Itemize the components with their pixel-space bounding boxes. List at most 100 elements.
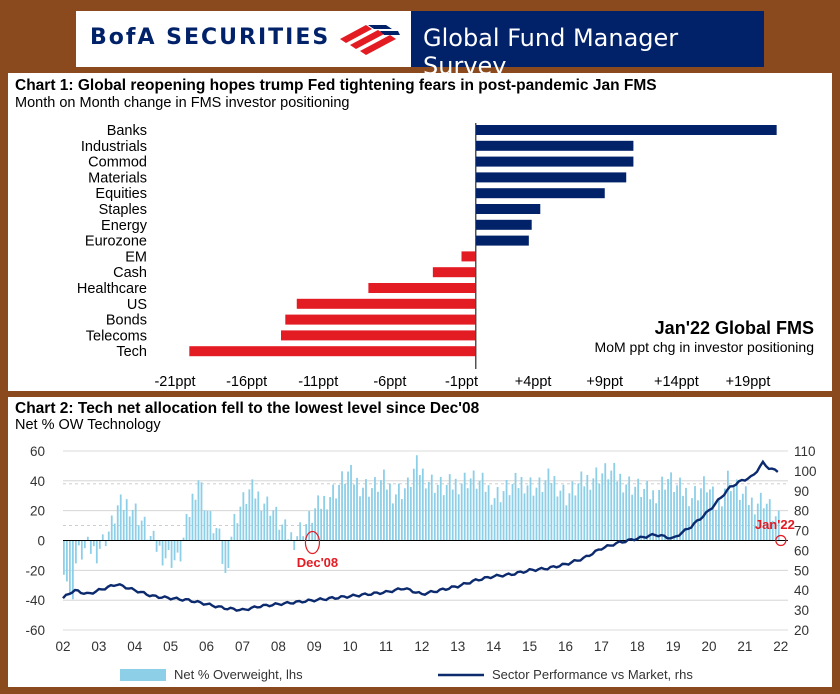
net-ow-bar <box>580 471 583 541</box>
category-label-equities: Equities <box>95 186 147 202</box>
category-label-energy: Energy <box>101 218 148 234</box>
net-ow-bar <box>365 479 367 541</box>
net-ow-bar <box>63 540 65 575</box>
net-ow-bar <box>215 528 218 541</box>
net-ow-bar <box>332 484 334 541</box>
net-ow-bar <box>386 489 388 541</box>
net-ow-bar <box>496 487 499 541</box>
right-axis-tick: 50 <box>794 563 809 578</box>
net-ow-bar <box>107 531 110 541</box>
net-ow-bar <box>242 492 245 541</box>
left-axis-tick: -40 <box>25 593 45 608</box>
category-label-healthcare: Healthcare <box>77 281 147 297</box>
net-ow-bar <box>101 534 104 541</box>
net-ow-bar <box>209 511 212 541</box>
net-ow-bar <box>487 485 490 541</box>
net-ow-bar <box>676 485 678 541</box>
net-ow-bar <box>643 489 646 541</box>
net-ow-bar <box>182 537 185 541</box>
net-ow-bar <box>380 480 382 541</box>
x-axis-tick: 22 <box>773 639 788 654</box>
net-ow-bar <box>221 540 224 564</box>
net-ow-bar <box>389 483 391 541</box>
net-ow-bar <box>155 540 158 552</box>
net-ow-bar <box>502 491 505 541</box>
category-label-commod: Commod <box>88 155 147 171</box>
chart1-title: Chart 1: Global reopening hopes trump Fe… <box>15 77 657 94</box>
net-ow-bar <box>616 481 619 541</box>
net-ow-bar <box>113 523 116 541</box>
net-ow-bar <box>436 484 439 541</box>
net-ow-bar <box>469 478 472 541</box>
net-ow-bar <box>415 455 418 541</box>
net-ow-bar <box>230 536 233 541</box>
net-ow-bar <box>89 540 92 554</box>
net-ow-bar <box>239 506 242 541</box>
net-ow-bar <box>397 483 400 541</box>
net-ow-bar <box>65 540 68 582</box>
bar-banks <box>475 125 777 135</box>
net-ow-bar <box>170 540 173 568</box>
net-ow-bar <box>478 480 481 541</box>
net-ow-bar <box>356 477 358 541</box>
net-ow-bar <box>418 475 421 541</box>
net-ow-bar <box>511 484 514 541</box>
net-ow-bar <box>583 486 586 541</box>
net-ow-bar <box>140 520 143 541</box>
net-ow-bar <box>553 476 556 541</box>
bar-energy <box>475 219 532 230</box>
x-axis-tick: 13 <box>450 639 465 654</box>
annotation-title: Jan'22 Global FMS <box>655 318 814 338</box>
net-ow-bar <box>685 487 687 541</box>
survey-box: Global Fund Manager Survey <box>411 11 764 80</box>
legend-line-label: Sector Performance vs Market, rhs <box>492 667 693 682</box>
net-ow-bar <box>703 476 705 541</box>
net-ow-bar <box>227 540 230 568</box>
category-label-eurozone: Eurozone <box>85 234 147 250</box>
net-ow-bar <box>173 540 176 561</box>
left-axis-tick: 60 <box>30 444 45 459</box>
category-label-telecoms: Telecoms <box>86 328 147 344</box>
net-ow-bar <box>152 530 155 541</box>
net-ow-bar <box>430 474 433 541</box>
net-ow-bar <box>538 477 541 541</box>
net-ow-bar <box>475 488 478 541</box>
net-ow-bar <box>723 488 726 541</box>
net-ow-bar <box>571 481 574 541</box>
net-ow-bar <box>700 488 702 541</box>
net-ow-bar <box>667 479 669 541</box>
x-tick-label: +9ppt <box>586 374 623 390</box>
net-ow-bar <box>427 481 430 541</box>
right-axis-tick: 60 <box>794 543 809 558</box>
x-tick-label: +4ppt <box>515 374 552 390</box>
net-ow-bar <box>625 484 628 541</box>
net-ow-bar <box>610 470 613 541</box>
net-ow-bar <box>640 497 643 541</box>
net-ow-bar <box>463 472 466 541</box>
net-ow-bar <box>260 510 263 541</box>
net-ow-bar <box>308 511 311 541</box>
net-ow-bar <box>71 540 74 600</box>
net-ow-bar <box>341 471 343 541</box>
net-ow-bar <box>744 486 747 541</box>
x-axis-tick: 07 <box>235 639 250 654</box>
net-ow-bar <box>451 489 454 541</box>
x-axis-tick: 18 <box>630 639 645 654</box>
net-ow-bar <box>95 540 98 564</box>
net-ow-bar <box>445 484 448 541</box>
chart1-subtitle: Month on Month change in FMS investor po… <box>15 95 350 111</box>
net-ow-bar <box>197 480 200 541</box>
net-ow-bar <box>263 503 266 541</box>
net-ow-bar <box>457 494 460 541</box>
net-ow-bar <box>329 497 331 541</box>
net-ow-bar <box>544 480 547 541</box>
net-ow-bar <box>771 520 774 541</box>
category-label-cash: Cash <box>113 265 147 281</box>
net-ow-bar <box>433 492 436 541</box>
net-ow-bar <box>691 498 693 541</box>
net-ow-bar <box>406 477 409 541</box>
bar-em <box>461 251 476 262</box>
bar-staples <box>475 204 541 214</box>
category-label-em: EM <box>125 249 147 265</box>
net-ow-bar <box>682 495 684 541</box>
